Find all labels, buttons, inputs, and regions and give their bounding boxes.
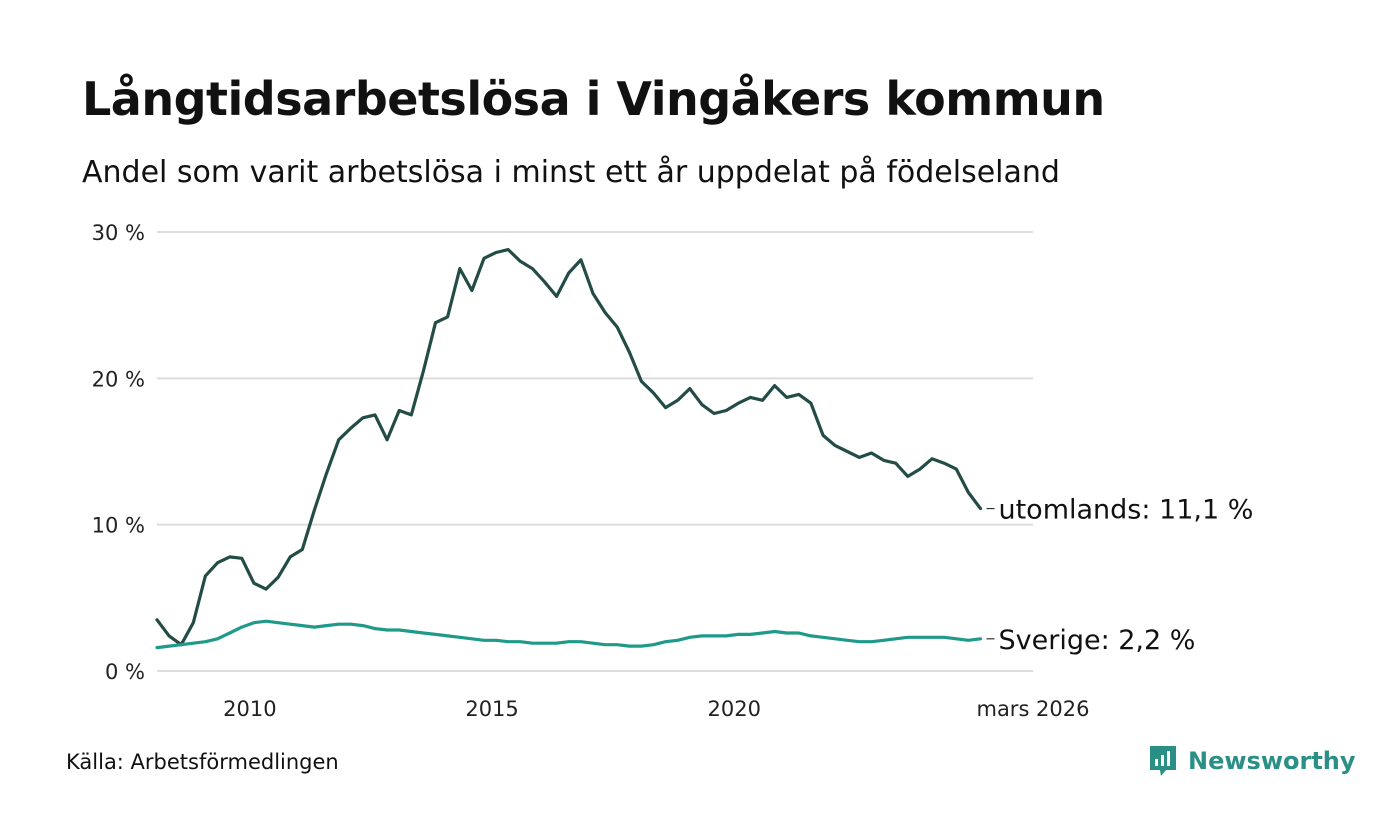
chart-subtitle: Andel som varit arbetslösa i minst ett å…: [82, 155, 1060, 190]
label-layer: 0 % 10 % 20 % 30 % 2010 2015 2020 mars 2026 utom…: [92, 221, 1254, 721]
x-tick-label: 2015: [465, 697, 518, 721]
grid-layer: [157, 231, 1033, 672]
source-note: Källa: Arbetsförmedlingen: [66, 750, 339, 774]
x-tick-label: 2020: [708, 697, 761, 721]
series-line-sverige: [155, 619, 983, 650]
y-tick-label: 30 %: [92, 221, 145, 245]
newsworthy-logo[interactable]: Newsworthy: [1148, 744, 1356, 778]
series-line-utomlands: [155, 248, 983, 647]
series-layer: [155, 248, 983, 650]
end-label-utomlands: utomlands: 11,1 %: [998, 495, 1253, 526]
x-tick-label: 2010: [223, 697, 276, 721]
chart-title: Långtidsarbetslösa i Vingåkers kommun: [82, 72, 1105, 126]
x-tick-label: mars 2026: [976, 697, 1089, 721]
y-tick-label: 10 %: [92, 514, 145, 538]
y-tick-label: 0 %: [105, 660, 145, 684]
newsworthy-icon: [1150, 746, 1176, 776]
brand-name: Newsworthy: [1188, 747, 1356, 775]
end-label-sverige: Sverige: 2,2 %: [998, 625, 1195, 656]
y-tick-label: 20 %: [92, 367, 145, 391]
